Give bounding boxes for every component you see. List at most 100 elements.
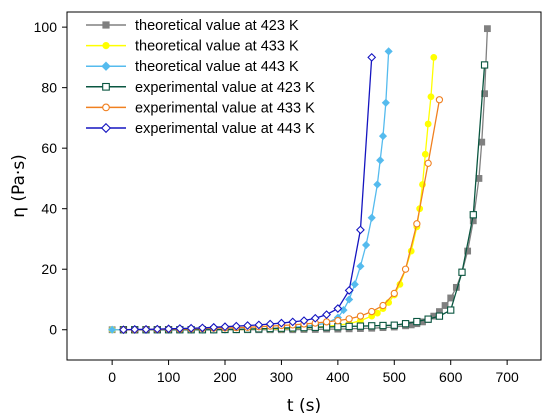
data-point xyxy=(198,323,207,333)
legend-marker xyxy=(100,122,112,134)
legend-item: theoretical value at 423 K xyxy=(86,18,299,34)
data-point xyxy=(152,324,162,334)
data-point xyxy=(220,322,230,332)
data-point xyxy=(356,322,365,330)
x-axis-label: t (s) xyxy=(287,396,321,416)
data-point xyxy=(345,322,353,331)
legend-label: theoretical value at 423 K xyxy=(135,18,299,34)
data-point xyxy=(379,321,387,330)
data-point xyxy=(464,247,472,255)
data-point xyxy=(378,132,388,141)
data-point xyxy=(164,324,173,334)
series-2 xyxy=(108,53,438,334)
data-point xyxy=(209,322,219,332)
data-point xyxy=(368,322,376,330)
x-tick-label: 400 xyxy=(326,369,350,385)
legend-marker xyxy=(102,103,110,112)
x-tick-label: 700 xyxy=(495,369,519,385)
data-point xyxy=(480,61,489,69)
data-point xyxy=(379,301,387,310)
data-point xyxy=(430,53,438,61)
legend-marker xyxy=(101,61,111,71)
data-point xyxy=(367,52,377,62)
legend-marker xyxy=(102,41,110,50)
legend: theoretical value at 423 K theoretical va… xyxy=(86,18,315,137)
data-point xyxy=(108,325,117,334)
y-tick-label: 80 xyxy=(41,80,57,96)
data-point xyxy=(413,317,421,326)
data-point xyxy=(458,268,466,276)
legend-label: experimental value at 443 K xyxy=(135,121,315,137)
data-point xyxy=(367,213,376,222)
data-point xyxy=(447,306,455,314)
data-point xyxy=(421,150,429,158)
data-point xyxy=(265,319,275,329)
series-layer xyxy=(108,25,491,335)
data-point xyxy=(322,310,331,320)
data-point xyxy=(441,302,449,309)
data-point xyxy=(401,265,410,273)
legend-label: experimental value at 423 K xyxy=(135,80,315,96)
data-point xyxy=(277,318,286,328)
legend-marker xyxy=(102,21,110,29)
data-point xyxy=(384,47,393,56)
x-tick-label: 500 xyxy=(383,369,407,385)
x-tick-label: 300 xyxy=(270,369,294,385)
y-tick-label: 20 xyxy=(41,261,57,277)
data-point xyxy=(334,317,342,325)
series-line xyxy=(123,57,373,331)
x-tick-label: 600 xyxy=(439,369,463,385)
legend-item: theoretical value at 433 K xyxy=(86,39,299,55)
data-point xyxy=(447,294,455,302)
data-point xyxy=(469,211,477,219)
data-point xyxy=(333,304,343,313)
legend-marker xyxy=(102,82,110,91)
data-point xyxy=(401,320,410,328)
data-point xyxy=(231,321,241,331)
data-point xyxy=(427,93,435,101)
y-axis-ticks: 0 20 40 60 80 100 xyxy=(34,19,67,338)
data-point xyxy=(368,307,376,316)
data-point xyxy=(424,159,432,167)
legend-label: theoretical value at 443 K xyxy=(135,59,299,75)
legend-item: experimental value at 433 K xyxy=(86,100,315,116)
data-point xyxy=(345,315,353,323)
x-axis-ticks: 0 100 200 300 400 500 600 700 xyxy=(108,360,519,385)
data-point xyxy=(424,315,432,323)
data-point xyxy=(413,220,421,228)
data-point xyxy=(356,225,365,235)
data-point xyxy=(119,325,128,335)
data-point xyxy=(478,138,486,146)
y-axis-label: η (Pa·s) xyxy=(9,154,29,218)
plot-frame xyxy=(66,11,542,361)
data-point xyxy=(345,295,354,304)
data-point xyxy=(435,312,444,320)
data-point xyxy=(424,120,432,128)
data-point xyxy=(390,321,398,329)
data-point xyxy=(344,285,354,295)
data-point xyxy=(390,289,398,298)
data-point xyxy=(373,180,382,189)
data-point xyxy=(243,321,252,330)
data-point xyxy=(481,90,488,98)
legend-item: experimental value at 423 K xyxy=(86,80,315,96)
data-point xyxy=(130,325,140,334)
data-point xyxy=(299,316,309,326)
legend-label: theoretical value at 433 K xyxy=(135,39,299,55)
data-point xyxy=(376,156,385,165)
data-point xyxy=(186,323,196,333)
data-point xyxy=(334,323,342,331)
data-point xyxy=(175,324,185,333)
legend-item: experimental value at 443 K xyxy=(86,121,315,137)
data-point xyxy=(381,98,390,107)
series-6 xyxy=(119,52,377,335)
y-tick-label: 40 xyxy=(41,201,57,217)
legend-item: theoretical value at 443 K xyxy=(86,59,299,75)
legend-label: experimental value at 433 K xyxy=(135,100,315,116)
y-tick-label: 0 xyxy=(49,322,57,338)
x-tick-label: 0 xyxy=(108,369,116,385)
data-point xyxy=(483,25,491,33)
data-point xyxy=(288,317,298,327)
data-point xyxy=(356,312,365,320)
